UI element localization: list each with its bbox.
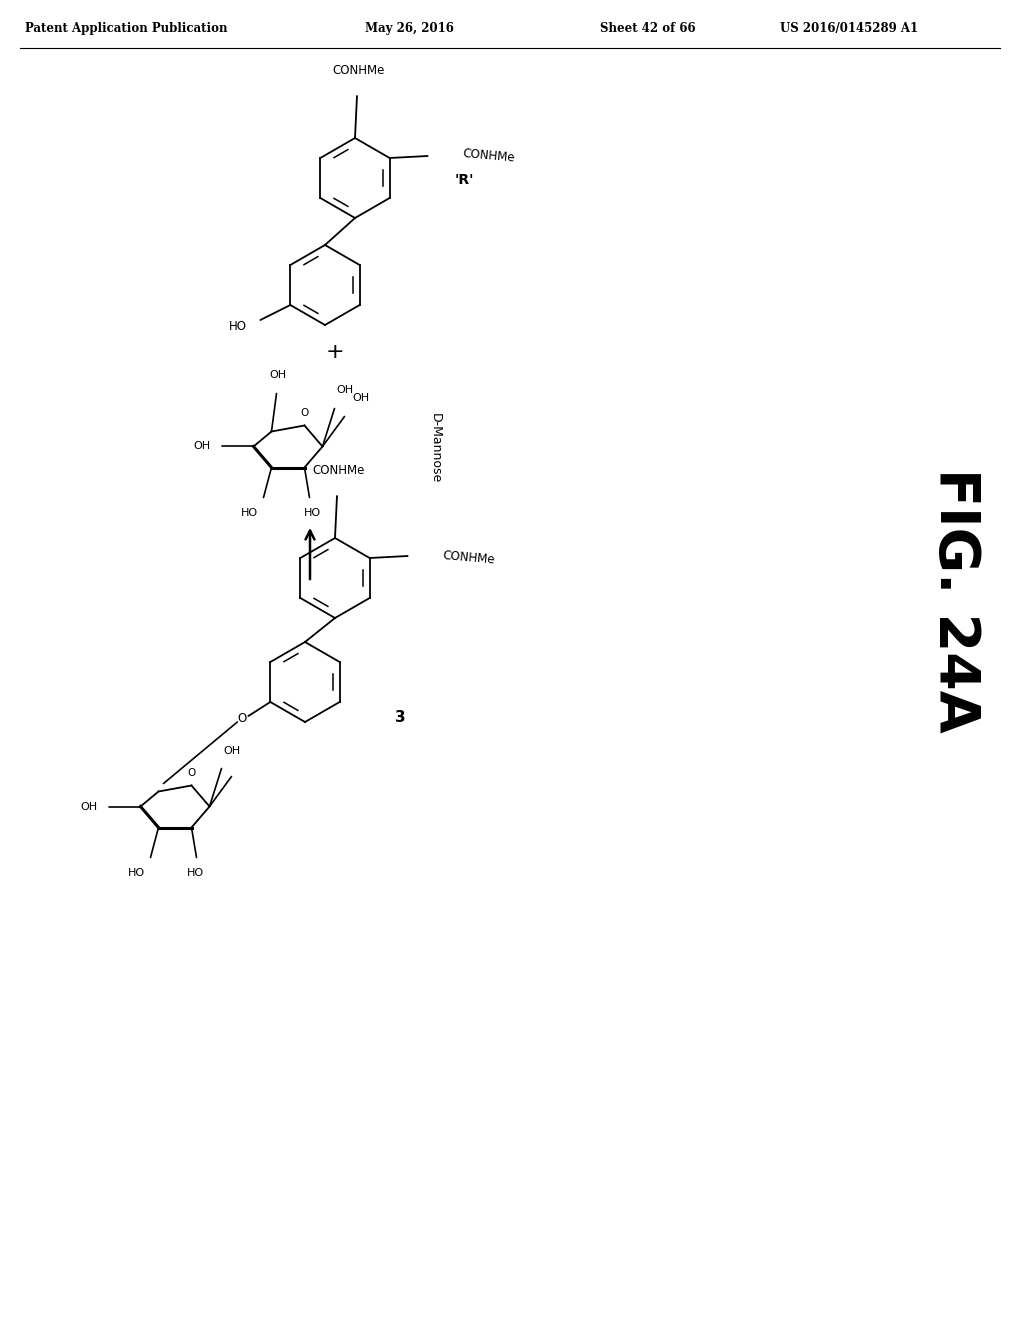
Text: HO: HO <box>229 321 248 334</box>
Text: HO: HO <box>187 869 204 879</box>
Text: Sheet 42 of 66: Sheet 42 of 66 <box>600 22 695 36</box>
Text: OH: OH <box>80 801 97 812</box>
Text: +: + <box>326 342 344 362</box>
Text: May 26, 2016: May 26, 2016 <box>365 22 454 36</box>
Text: O: O <box>300 408 308 418</box>
Text: D-Mannose: D-Mannose <box>428 413 441 483</box>
Text: US 2016/0145289 A1: US 2016/0145289 A1 <box>780 22 919 36</box>
Text: O: O <box>238 711 247 725</box>
Text: HO: HO <box>304 508 322 519</box>
Text: CONHMe: CONHMe <box>333 63 385 77</box>
Text: FIG. 24A: FIG. 24A <box>928 467 982 733</box>
Text: CONHMe: CONHMe <box>312 463 366 477</box>
Text: 'R': 'R' <box>455 173 474 187</box>
Text: CONHMe: CONHMe <box>441 549 495 566</box>
Text: HO: HO <box>241 508 258 519</box>
Text: HO: HO <box>128 869 145 879</box>
Text: O: O <box>187 768 196 779</box>
Text: OH: OH <box>223 746 240 755</box>
Text: 3: 3 <box>395 710 406 726</box>
Text: OH: OH <box>336 385 353 396</box>
Text: OH: OH <box>193 441 210 451</box>
Text: CONHMe: CONHMe <box>462 148 515 165</box>
Text: Patent Application Publication: Patent Application Publication <box>25 22 227 36</box>
Text: OH: OH <box>352 393 369 404</box>
Text: OH: OH <box>269 371 286 380</box>
